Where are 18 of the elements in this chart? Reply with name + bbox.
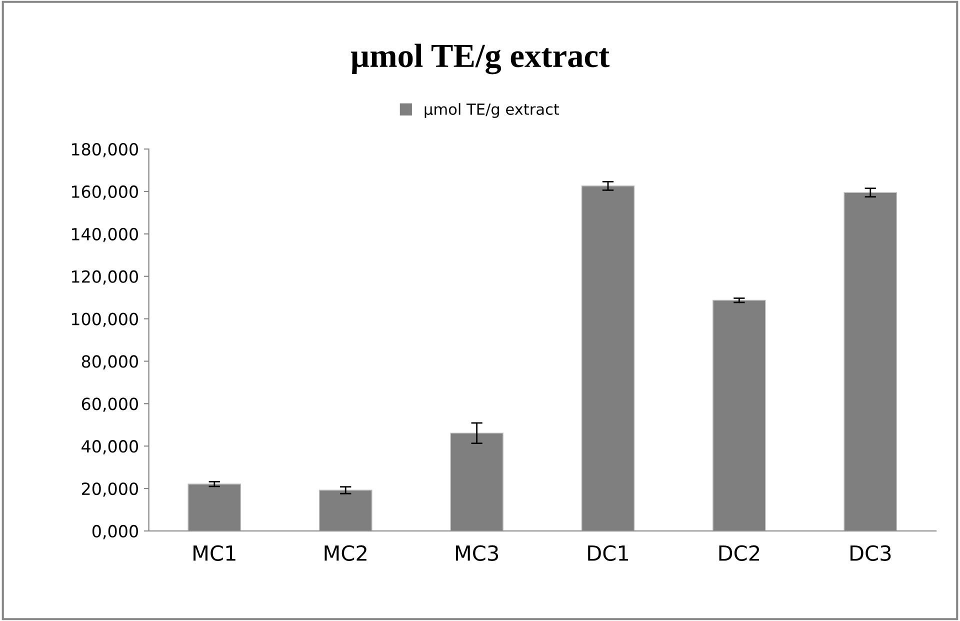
chart-title: µmol TE/g extract <box>350 44 610 74</box>
y-tick-label: 20,000 <box>82 482 138 497</box>
x-tick-label: DC1 <box>588 545 628 561</box>
x-tick-label: MC1 <box>194 545 236 561</box>
y-tick-label: 180,000 <box>72 143 138 158</box>
x-tick-label: MC3 <box>456 545 498 561</box>
y-tick-label: 120,000 <box>72 270 138 285</box>
y-tick-label: 100,000 <box>72 312 138 328</box>
y-tick-label: 40,000 <box>82 440 138 454</box>
legend-label: µmol TE/g extract <box>424 103 560 118</box>
y-tick-label: 140,000 <box>72 228 138 242</box>
y-tick-label: 160,000 <box>72 185 138 200</box>
y-tick-label: 0,000 <box>92 524 138 540</box>
x-tick-label: DC2 <box>719 545 760 561</box>
x-tick-label: DC3 <box>850 545 891 561</box>
x-tick-label: MC2 <box>324 545 366 561</box>
y-tick-label: 80,000 <box>82 355 138 370</box>
y-tick-label: 60,000 <box>82 398 138 412</box>
